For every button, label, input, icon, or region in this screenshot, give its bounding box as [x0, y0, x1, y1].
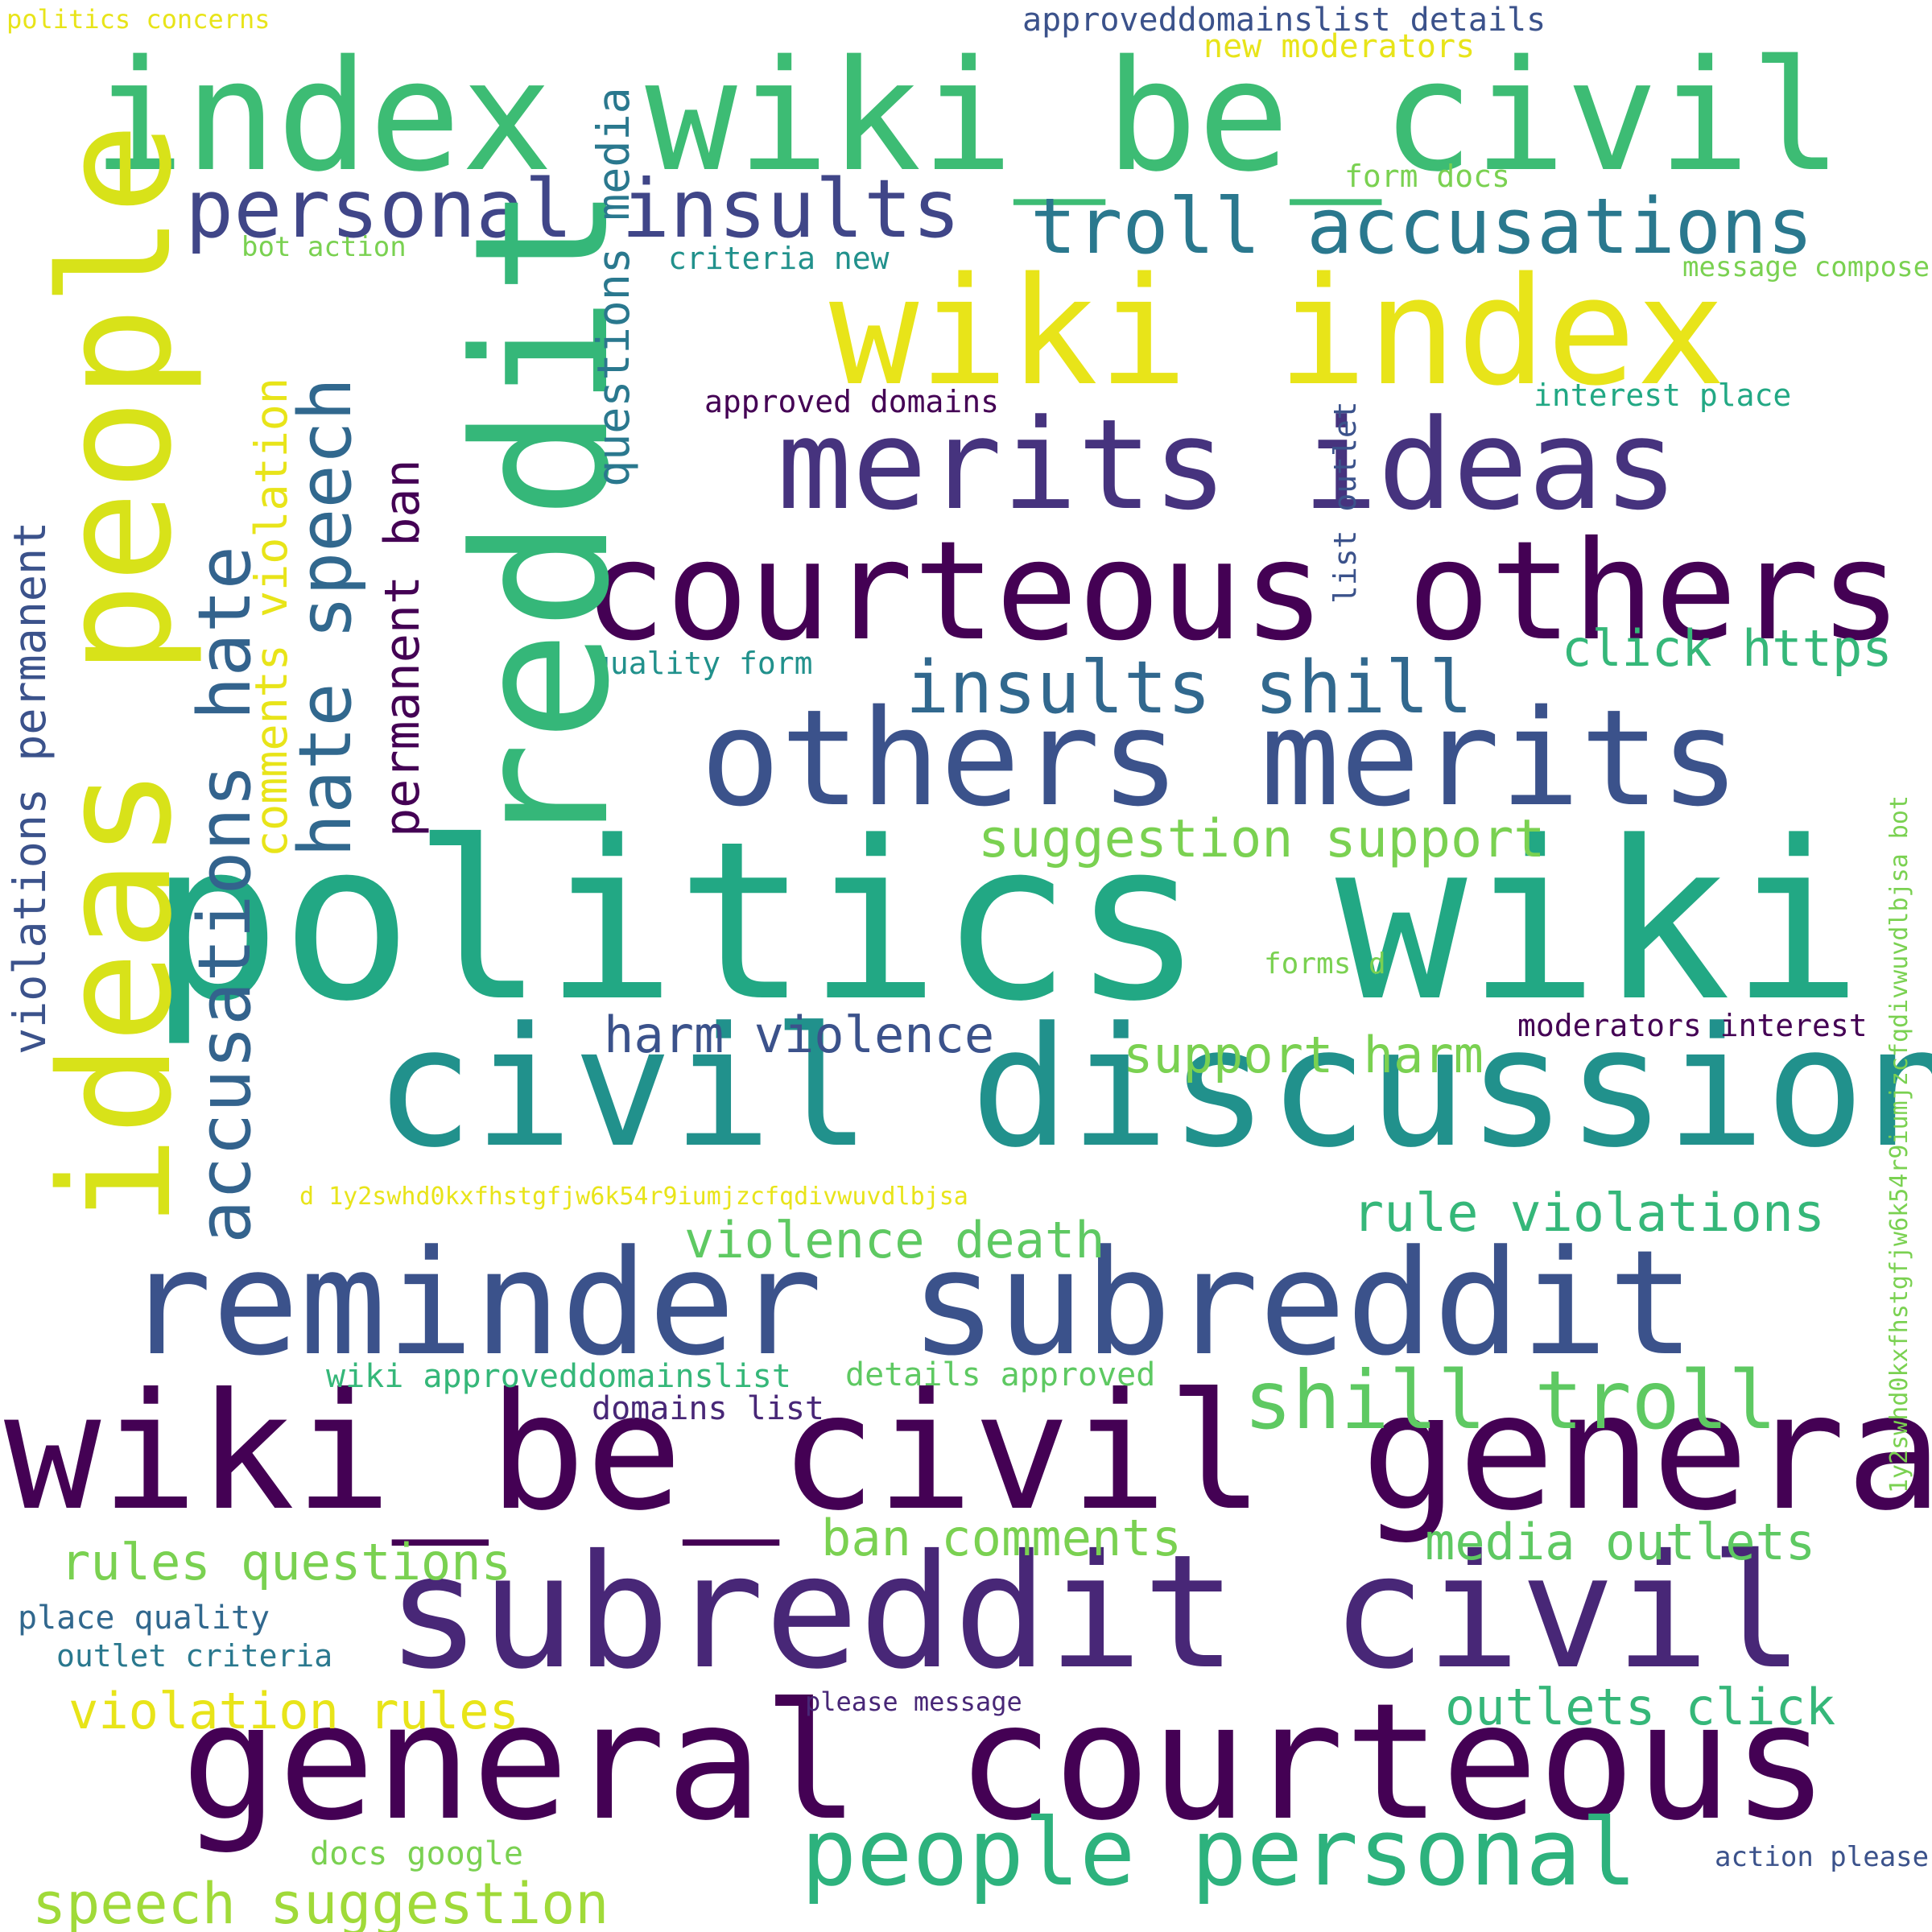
word: ideas people [27, 122, 205, 1228]
word: personal insults [185, 162, 961, 256]
word: troll accusations [1030, 183, 1814, 271]
word: details approved [845, 1356, 1156, 1393]
word: support harm [1123, 1026, 1484, 1084]
word: merits ideas [777, 392, 1678, 538]
word: click https [1562, 619, 1893, 678]
word: violation rules [68, 1682, 519, 1740]
word: shill troll [1244, 1353, 1777, 1447]
word: subreddit civil [386, 1521, 1804, 1703]
word: media outlets [1425, 1513, 1816, 1571]
word: outlet criteria [56, 1638, 333, 1674]
word: speech suggestion [32, 1871, 609, 1932]
word: politics concerns [6, 4, 270, 35]
word: rule violations [1352, 1183, 1825, 1244]
word: approved domains [704, 384, 1000, 419]
word: questions media [588, 87, 639, 487]
word: forms d [1264, 947, 1386, 980]
word: reminder subreddit [125, 1220, 1695, 1388]
word: wiki_be_civil general [4, 1359, 1932, 1546]
word: criteria new [668, 241, 890, 276]
word: new moderators [1203, 28, 1476, 65]
word: docs google [310, 1835, 523, 1872]
word: comments violation [246, 377, 297, 857]
word: approveddomainslist details [1022, 2, 1546, 39]
word: domains list [592, 1390, 824, 1427]
word: rules questions [60, 1533, 511, 1591]
word: suggestion support [978, 809, 1546, 869]
word: d 1y2swhd0kxfhstgfjw6k54r9iumjzcfqdivwuv… [299, 1183, 968, 1211]
word: violence death [684, 1211, 1105, 1269]
word: place quality [18, 1600, 270, 1637]
word: index wiki_be_civil [93, 27, 1843, 205]
word: 1y2swhd0kxfhstgfjw6k54r9iumjzcfqdivwuvdl… [1885, 795, 1913, 1493]
word: moderators interest [1517, 1008, 1868, 1043]
word: quality form [592, 646, 813, 681]
word: courteous others [584, 512, 1902, 671]
word: general courteous [181, 1669, 1829, 1856]
word: interest place [1534, 378, 1792, 413]
word: politics wiki [149, 795, 1863, 1050]
word: people personal [801, 1799, 1637, 1907]
word: outlets click [1445, 1678, 1836, 1736]
word: insults shill [906, 646, 1473, 730]
word: wiki approveddomainslist [326, 1358, 791, 1395]
word: wiki index [829, 245, 1726, 419]
word: list outlet [1327, 401, 1363, 604]
word: hate speech [283, 377, 368, 857]
word: others merits [700, 681, 1740, 836]
word: civil discussion [374, 993, 1932, 1184]
word: permanent ban [374, 459, 431, 837]
word: violations permanent [4, 521, 56, 1055]
word: harm violence [604, 1005, 995, 1064]
word: action please [1715, 1841, 1930, 1873]
word: please message [805, 1686, 1022, 1717]
word: bot action [242, 231, 407, 263]
word: message compose [1682, 251, 1930, 283]
word: ban comments [821, 1509, 1182, 1567]
word: form docs [1344, 159, 1510, 194]
